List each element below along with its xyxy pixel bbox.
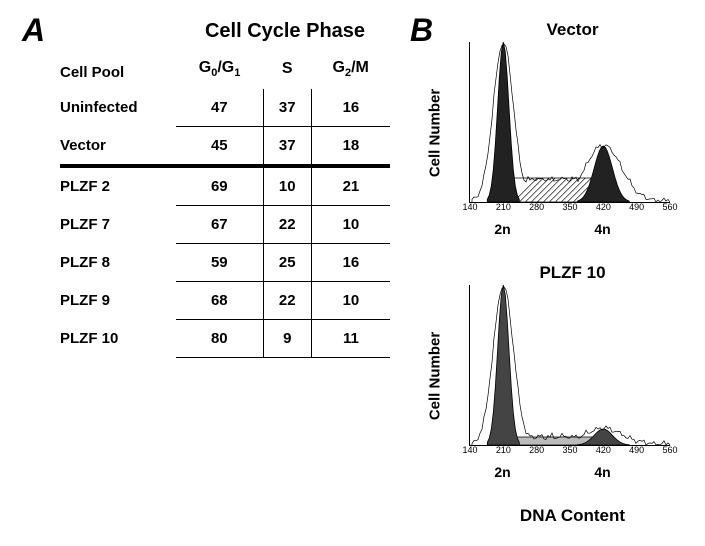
x-ticks: 140210280350420490560	[470, 445, 670, 457]
xtick: 420	[596, 445, 611, 455]
cell-s: 22	[263, 206, 311, 244]
table-row: PLZF 2691021	[60, 166, 390, 206]
panel-b: VectorCell Number1402102803504204905602n…	[455, 20, 690, 526]
pool-name: PLZF 7	[60, 206, 176, 244]
table-row: PLZF 1080911	[60, 320, 390, 358]
cell-g2m: 18	[311, 127, 390, 167]
cell-g0g1: 67	[176, 206, 263, 244]
cell-s: 37	[263, 89, 311, 127]
histogram-plzf-10: PLZF 10Cell Number1402102803504204905602…	[455, 263, 690, 488]
table-row: Uninfected473716	[60, 89, 390, 127]
table-row: PLZF 9682210	[60, 282, 390, 320]
histogram-vector: VectorCell Number1402102803504204905602n…	[455, 20, 690, 245]
plot-area: 140210280350420490560	[469, 42, 670, 203]
cell-g0g1: 80	[176, 320, 263, 358]
cell-g0g1: 45	[176, 127, 263, 167]
x-axis-label: DNA Content	[455, 506, 690, 526]
xtick: 210	[496, 202, 511, 212]
xtick: 350	[562, 202, 577, 212]
cell-g2m: 10	[311, 206, 390, 244]
histogram-title: Vector	[455, 20, 690, 40]
col-head-s: S	[263, 49, 311, 89]
panel-a: Cell Cycle Phase Cell Pool G0/G1 S G2/M …	[60, 20, 390, 358]
cell-g2m: 10	[311, 282, 390, 320]
row-heading: Cell Pool	[60, 49, 176, 89]
cell-g0g1: 47	[176, 89, 263, 127]
xtick: 280	[529, 445, 544, 455]
cell-s: 37	[263, 127, 311, 167]
panel-b-label: B	[410, 12, 433, 49]
dna-mark-labels: 2n4n	[469, 221, 669, 237]
xtick: 490	[629, 445, 644, 455]
plot-area: 140210280350420490560	[469, 285, 670, 446]
xtick: 420	[596, 202, 611, 212]
pool-name: PLZF 9	[60, 282, 176, 320]
table-row: PLZF 7672210	[60, 206, 390, 244]
table-title: Cell Cycle Phase	[180, 20, 390, 43]
table-row: PLZF 8592516	[60, 244, 390, 282]
pool-name: PLZF 10	[60, 320, 176, 358]
y-axis-label: Cell Number	[427, 331, 444, 419]
cell-g0g1: 69	[176, 166, 263, 206]
xtick: 560	[662, 445, 677, 455]
pool-name: Uninfected	[60, 89, 176, 127]
xtick: 280	[529, 202, 544, 212]
cell-g0g1: 59	[176, 244, 263, 282]
col-head-g0g1: G0/G1	[176, 49, 263, 89]
cell-g2m: 21	[311, 166, 390, 206]
pool-name: PLZF 2	[60, 166, 176, 206]
xtick: 490	[629, 202, 644, 212]
dna-mark-labels: 2n4n	[469, 464, 669, 480]
xtick: 560	[662, 202, 677, 212]
cell-g2m: 16	[311, 244, 390, 282]
histogram-title: PLZF 10	[455, 263, 690, 283]
panel-a-label: A	[22, 12, 45, 49]
cell-cycle-table: Cell Pool G0/G1 S G2/M Uninfected473716V…	[60, 49, 390, 358]
y-axis-label: Cell Number	[427, 88, 444, 176]
cell-s: 10	[263, 166, 311, 206]
histogram-svg	[470, 42, 670, 202]
xtick: 210	[496, 445, 511, 455]
cell-g0g1: 68	[176, 282, 263, 320]
histogram-svg	[470, 285, 670, 445]
cell-g2m: 11	[311, 320, 390, 358]
xtick: 350	[562, 445, 577, 455]
col-head-g2m: G2/M	[311, 49, 390, 89]
cell-s: 25	[263, 244, 311, 282]
table-row: Vector453718	[60, 127, 390, 167]
pool-name: Vector	[60, 127, 176, 167]
cell-s: 9	[263, 320, 311, 358]
cell-s: 22	[263, 282, 311, 320]
xtick: 140	[462, 202, 477, 212]
xtick: 140	[462, 445, 477, 455]
pool-name: PLZF 8	[60, 244, 176, 282]
x-ticks: 140210280350420490560	[470, 202, 670, 214]
cell-g2m: 16	[311, 89, 390, 127]
